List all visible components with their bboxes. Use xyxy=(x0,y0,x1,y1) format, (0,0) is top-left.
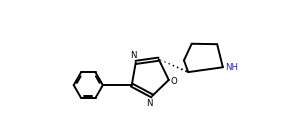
Text: N: N xyxy=(146,99,153,108)
Text: N: N xyxy=(130,51,137,60)
Text: NH: NH xyxy=(225,63,238,72)
Text: O: O xyxy=(170,77,177,86)
